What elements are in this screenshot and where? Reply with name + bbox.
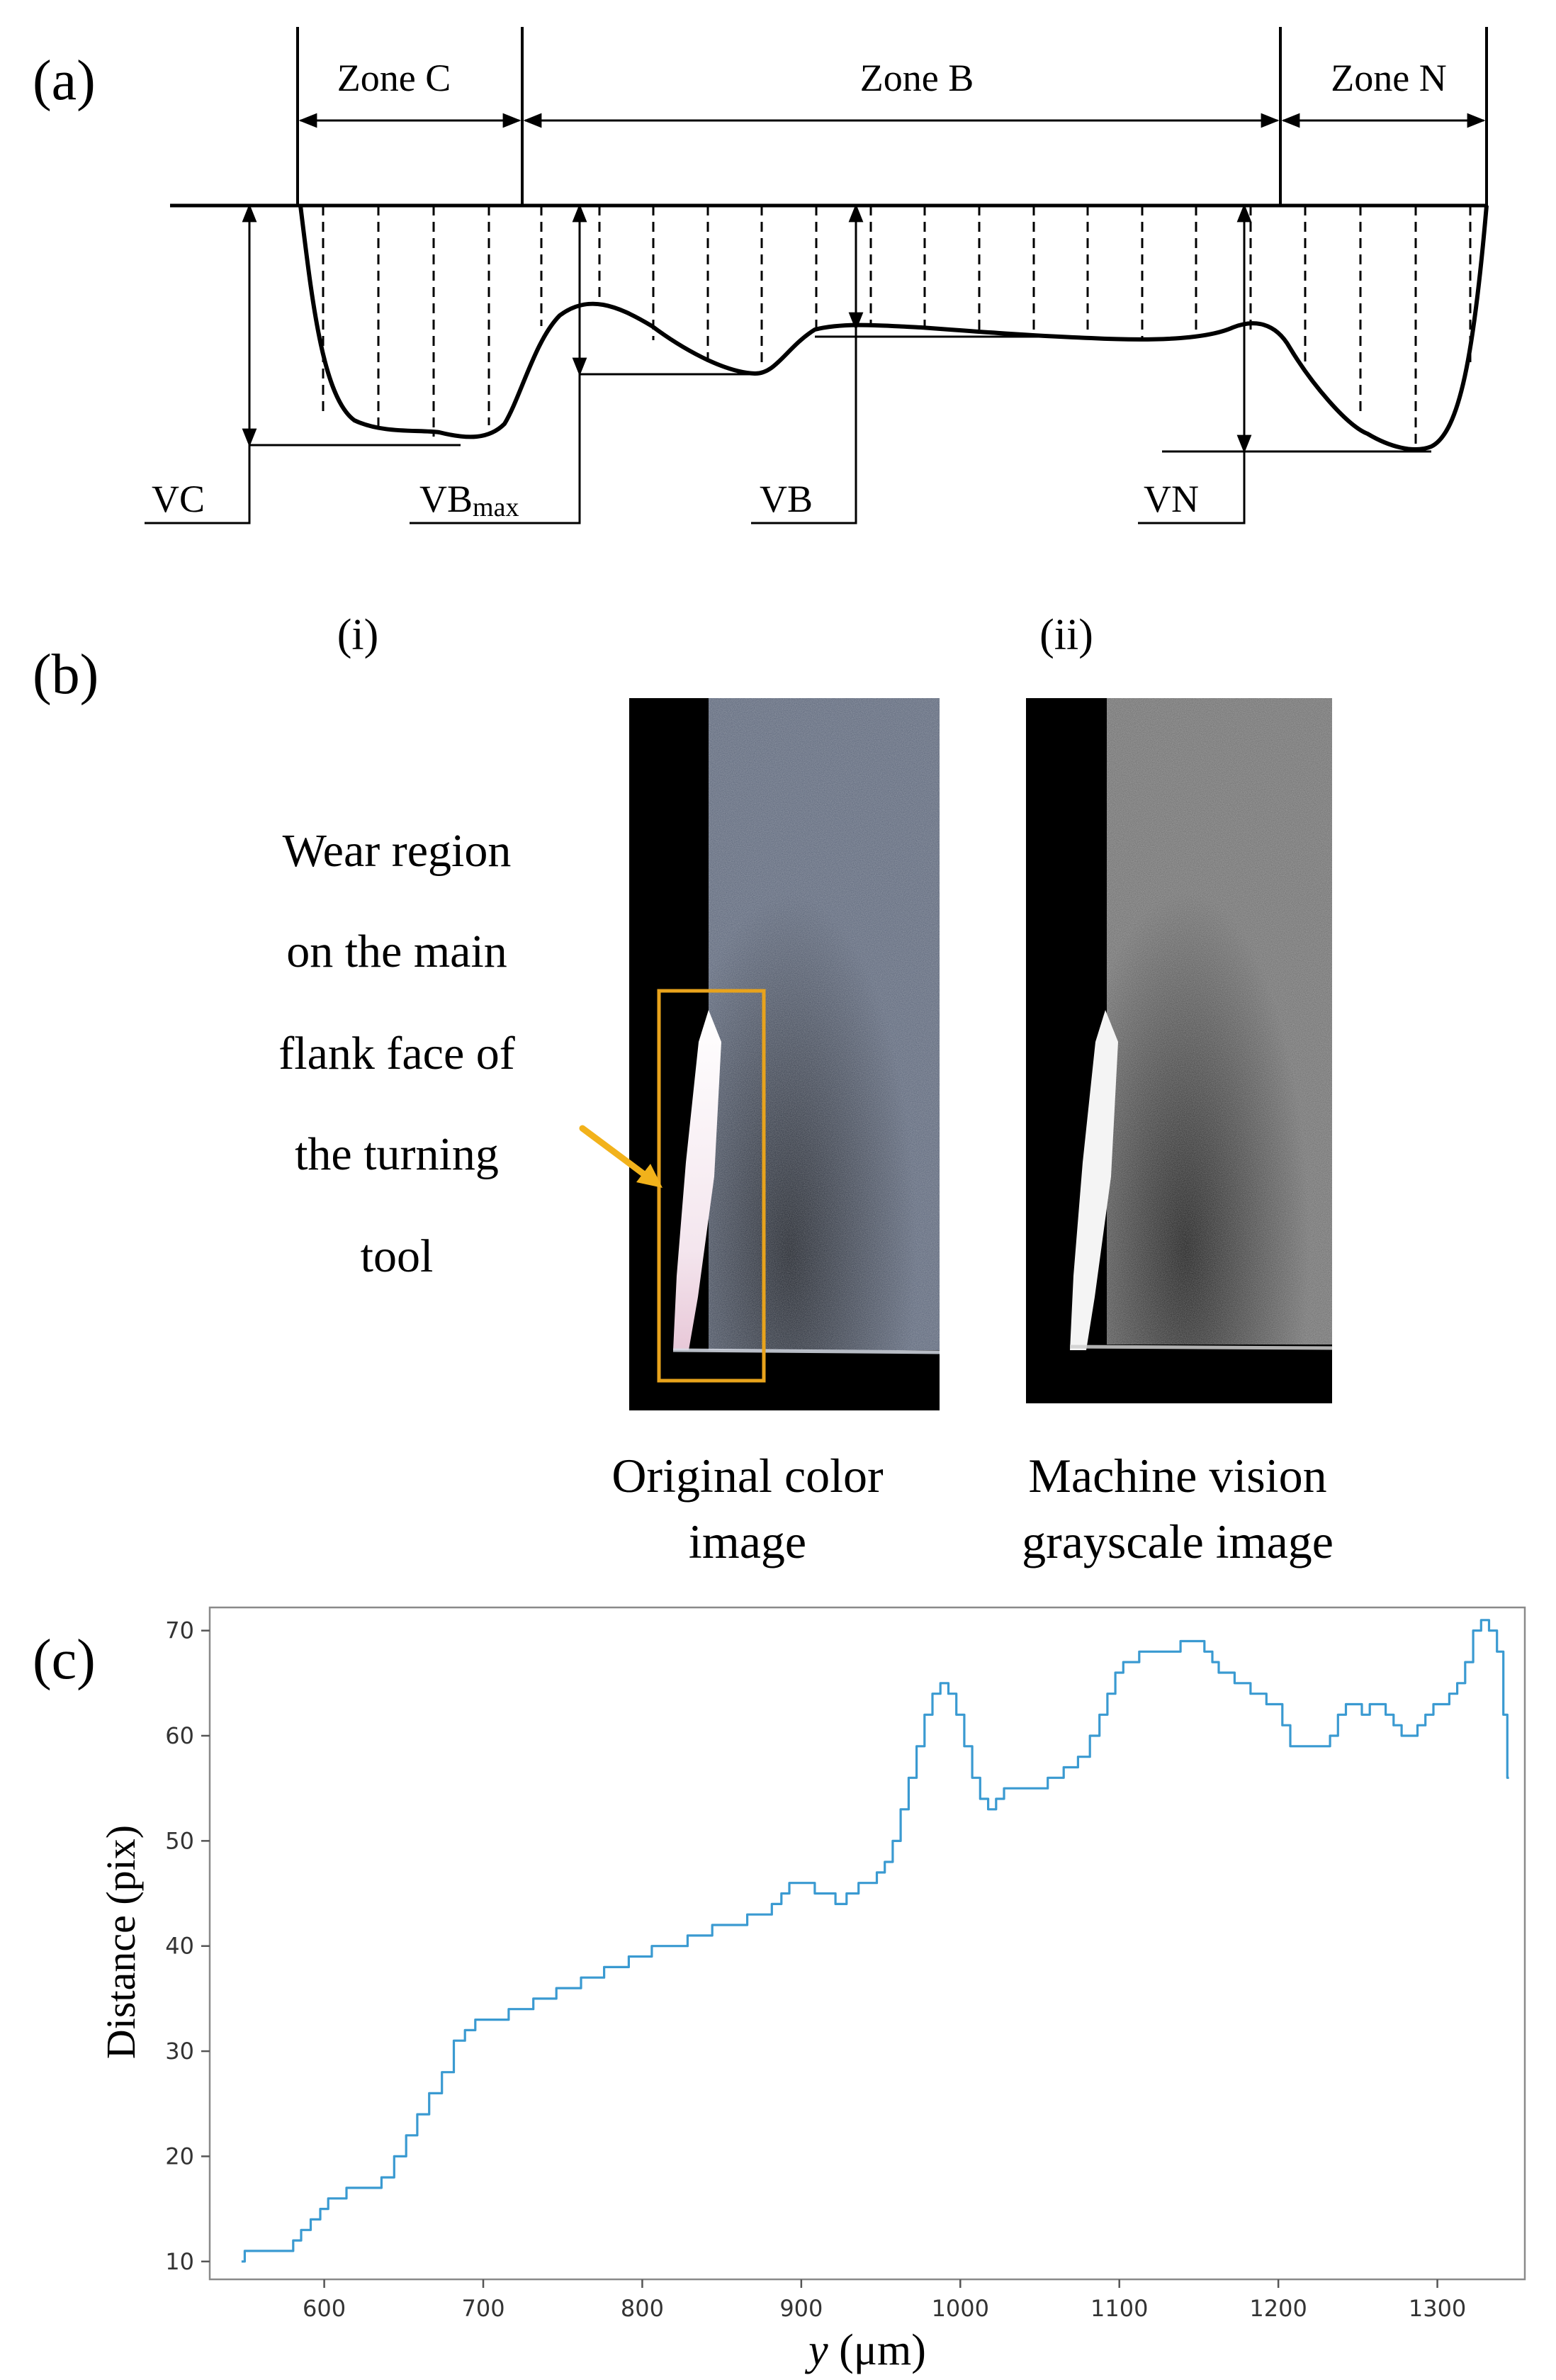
panel-a: (a) Zone C Zone B Zone N [33,27,1489,524]
y-tick-label: 60 [165,1722,194,1749]
sub-label-i: (i) [337,611,379,659]
zone-c-label: Zone C [337,57,451,99]
x-tick-label: 1000 [932,2295,989,2322]
callout-line-2: on the main [286,926,507,977]
x-tick-label: 1200 [1249,2295,1307,2322]
x-tick-label: 1100 [1090,2295,1148,2322]
x-tick-label: 700 [461,2295,504,2322]
x-tick-label: 600 [303,2295,346,2322]
panel-c: (c) 10 20 30 40 50 60 70 600 700 800 900 1000 1100 1… [33,1606,1526,2374]
y-tick-label: 50 [165,1827,194,1854]
panel-a-label: (a) [33,50,96,112]
vb-leader [751,329,857,524]
wear-region-callout: Wear region on the main flank face of th… [278,825,514,1282]
y-axis-label: Distance (pix) [98,1825,144,2059]
distance-series-line [241,1619,1509,2263]
vb-label: VB [760,478,813,520]
wear-profile-curve [298,205,1489,451]
wear-hatching [322,206,1472,449]
x-axis-ticks: 600 700 800 900 1000 1100 1200 1300 [303,2279,1466,2322]
caption-ii-line2: grayscale image [1022,1515,1334,1568]
caption-ii-line1: Machine vision [1028,1449,1326,1503]
vc-label: VC [152,478,205,520]
y-axis-ticks: 10 20 30 40 50 60 70 [165,1617,210,2275]
panel-b: (b) (i) (ii) Wear region on the main fla… [33,611,1334,1568]
y-tick-label: 20 [165,2143,194,2169]
caption-i-line1: Original color [611,1449,884,1503]
sub-label-ii: (ii) [1039,611,1093,659]
y-tick-label: 40 [165,1933,194,1960]
x-tick-label: 900 [779,2295,823,2322]
vbmax-label: VBmax [419,478,519,522]
callout-line-5: tool [361,1230,434,1282]
vn-leader [1138,451,1246,524]
grayscale-image [1026,698,1333,1403]
callout-line-3: flank face of [278,1028,514,1079]
zone-n-label: Zone N [1331,57,1446,99]
zone-b-label: Zone B [860,57,974,99]
vn-label: VN [1144,478,1199,520]
x-axis-label: y (μm) [804,2326,926,2374]
wear-streak-color [673,1010,721,1350]
plot-frame [208,1606,1526,2281]
x-tick-label: 1300 [1409,2295,1466,2322]
original-color-image [629,698,940,1410]
vc-leader [145,445,251,524]
callout-arrowhead [636,1164,663,1188]
y-tick-label: 10 [165,2248,194,2275]
panel-c-label: (c) [33,1629,96,1691]
vbmax-leader [410,374,581,524]
x-tick-label: 800 [621,2295,664,2322]
callout-arrow [579,1125,658,1186]
wear-streak-gray [1070,1010,1118,1350]
panel-b-label: (b) [33,644,98,706]
callout-line-4: the turning [295,1128,499,1180]
callout-line-1: Wear region [283,825,512,877]
y-tick-label: 70 [165,1617,194,1644]
y-tick-label: 30 [165,2038,194,2065]
caption-i-line2: image [689,1515,806,1568]
